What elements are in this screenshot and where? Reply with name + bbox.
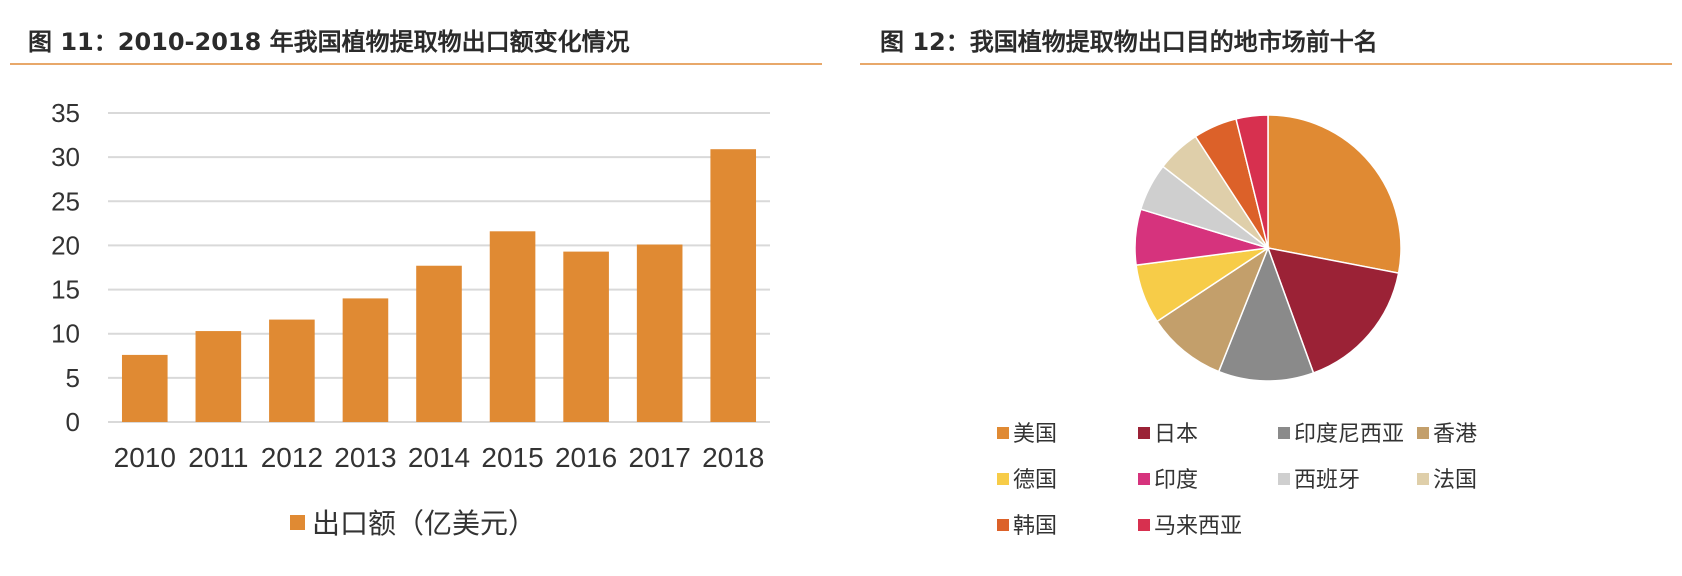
bar-2016 [563, 251, 609, 422]
x-tick-label: 2017 [629, 442, 691, 473]
y-tick-label: 20 [51, 230, 80, 260]
x-tick-label: 2013 [334, 442, 396, 473]
pie-legend-item: 西班牙 [1278, 462, 1360, 494]
x-tick-label: 2018 [702, 442, 764, 473]
bar-2018 [710, 149, 757, 422]
bar-chart-divider [10, 63, 822, 65]
pie-legend-swatch [997, 519, 1009, 531]
bar-2015 [489, 231, 536, 422]
pie-legend-label: 印度尼西亚 [1294, 422, 1405, 447]
pie-legend-label: 韩国 [1013, 514, 1058, 539]
pie-legend-item: 美国 [997, 416, 1057, 448]
pie-legend-item: 日本 [1138, 416, 1198, 448]
bar-2013 [342, 298, 389, 422]
x-tick-label: 2010 [114, 442, 176, 473]
pie-chart-divider [860, 63, 1672, 65]
pie-legend-item: 韩国 [997, 508, 1057, 540]
pie-legend-item: 马来西亚 [1138, 508, 1242, 540]
y-tick-label: 30 [51, 142, 80, 172]
legend-label: 出口额（亿美元） [312, 507, 536, 540]
pie-legend-swatch [1138, 427, 1150, 439]
pie-legend-swatch [1417, 473, 1429, 485]
bar-2017 [636, 244, 683, 422]
pie-legend-item: 印度 [1138, 462, 1198, 494]
pie-legend-label: 德国 [1013, 468, 1058, 493]
pie-legend-item: 法国 [1417, 462, 1477, 494]
pie-slice-香港 [1156, 246, 1270, 373]
pie-slice-日本 [1266, 247, 1400, 374]
y-tick-label: 25 [51, 186, 80, 216]
y-tick-label: 35 [51, 98, 80, 128]
pie-slice-印度尼西亚 [1217, 245, 1315, 382]
x-tick-label: 2015 [481, 442, 543, 473]
pie-legend-label: 香港 [1433, 422, 1478, 447]
pie-legend-label: 法国 [1433, 468, 1478, 493]
pie-legend-label: 马来西亚 [1154, 514, 1243, 539]
pie-legend-item: 印度尼西亚 [1278, 416, 1404, 448]
x-tick-label: 2014 [408, 442, 470, 473]
bar-chart-panel: 图 11：2010-2018 年我国植物提取物出口额变化情况 0 5 10 15 20 2… [0, 0, 822, 576]
pie-chart-caption: 图 12：我国植物提取物出口目的地市场前十名 [880, 28, 1378, 56]
bar-chart: 0 5 10 15 20 25 30 35 2010 2011 2012 2013 2014 2015 20… [51, 98, 770, 540]
bar-2012 [269, 319, 315, 422]
pie-legend-swatch [997, 473, 1009, 485]
pie-chart-panel: 图 12：我国植物提取物出口目的地市场前十名 美国 日本 印度尼西亚 香港德国 印度 西班… [860, 0, 1682, 576]
bar-2011 [195, 331, 242, 422]
pie-legend-item: 德国 [997, 462, 1057, 494]
pie-legend-swatch [997, 427, 1009, 439]
pie-legend-item: 香港 [1417, 416, 1477, 448]
pie-slice-美国 [1267, 114, 1402, 274]
x-tick-label: 2012 [261, 442, 323, 473]
pie-chart [1134, 114, 1402, 382]
pie-legend-label: 美国 [1013, 422, 1058, 447]
pie-legend-label: 日本 [1154, 422, 1199, 447]
bar-2014 [416, 265, 462, 422]
pie-legend-swatch [1417, 427, 1429, 439]
bar-2010 [121, 354, 168, 422]
x-tick-label: 2016 [555, 442, 617, 473]
pie-legend-swatch [1278, 473, 1290, 485]
y-tick-label: 10 [51, 319, 80, 349]
y-tick-label: 0 [66, 407, 80, 437]
pie-legend-swatch [1138, 519, 1150, 531]
legend-swatch [290, 515, 305, 530]
x-tick-label: 2011 [188, 442, 248, 473]
pie-slice-马来西亚 [1235, 114, 1269, 249]
pie-legend-label: 西班牙 [1294, 468, 1361, 493]
bar-chart-caption: 图 11：2010-2018 年我国植物提取物出口额变化情况 [28, 28, 630, 56]
pie-legend-label: 印度 [1154, 468, 1199, 493]
pie-legend-swatch [1278, 427, 1290, 439]
pie-legend-swatch [1138, 473, 1150, 485]
y-tick-label: 5 [66, 363, 80, 393]
y-tick-label: 15 [51, 275, 80, 305]
